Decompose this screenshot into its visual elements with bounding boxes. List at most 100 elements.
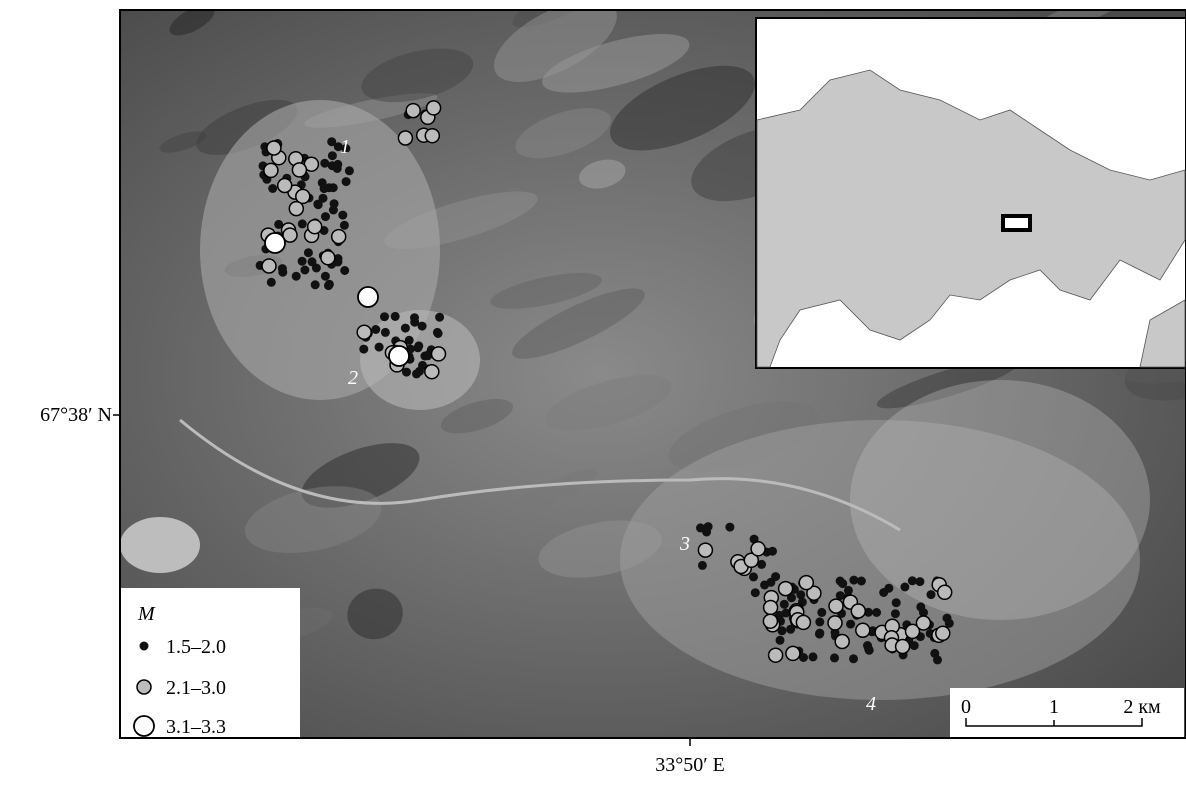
- event-marker: [856, 623, 870, 637]
- event-marker: [434, 329, 443, 338]
- event-marker: [864, 644, 873, 653]
- event-marker: [799, 576, 813, 590]
- event-marker: [418, 322, 427, 331]
- event-marker: [398, 131, 412, 145]
- inset-map: [756, 18, 1186, 368]
- event-marker: [406, 104, 420, 118]
- event-marker: [298, 257, 307, 266]
- event-marker: [435, 313, 444, 322]
- scale-label: 1: [1049, 696, 1059, 718]
- event-marker: [771, 572, 780, 581]
- legend-title: M: [137, 603, 156, 625]
- event-marker: [371, 325, 380, 334]
- event-marker: [267, 141, 281, 155]
- event-marker: [815, 617, 824, 626]
- event-marker: [340, 266, 349, 275]
- event-marker: [321, 251, 335, 265]
- event-marker: [327, 137, 336, 146]
- event-marker: [817, 608, 826, 617]
- event-marker: [320, 184, 329, 193]
- event-marker: [796, 615, 810, 629]
- event-marker: [338, 211, 347, 220]
- event-marker: [851, 604, 865, 618]
- longitude-label: 33°50′ E: [655, 754, 725, 776]
- event-marker: [830, 653, 839, 662]
- event-marker: [432, 347, 446, 361]
- event-marker: [278, 179, 292, 193]
- latitude-label: 67°38′ N: [40, 404, 112, 426]
- event-marker: [329, 206, 338, 215]
- event-marker: [769, 648, 783, 662]
- event-marker: [425, 129, 439, 143]
- event-marker: [381, 328, 390, 337]
- event-marker: [815, 629, 824, 638]
- legend-item: 3.1–3.3: [166, 716, 226, 738]
- event-marker: [696, 523, 705, 532]
- event-marker: [849, 576, 858, 585]
- event-marker: [900, 583, 909, 592]
- event-marker: [780, 600, 789, 609]
- event-marker: [749, 572, 758, 581]
- event-marker: [910, 641, 919, 650]
- event-marker: [927, 590, 936, 599]
- event-marker: [936, 626, 950, 640]
- event-marker: [896, 640, 910, 654]
- event-marker: [427, 101, 441, 115]
- event-marker: [268, 184, 277, 193]
- event-marker: [410, 313, 419, 322]
- event-marker: [725, 523, 734, 532]
- event-marker: [300, 266, 309, 275]
- event-marker: [312, 264, 321, 273]
- event-marker: [768, 547, 777, 556]
- event-marker: [938, 585, 952, 599]
- event-marker: [329, 183, 338, 192]
- event-marker: [401, 324, 410, 333]
- event-marker: [304, 248, 313, 257]
- event-marker: [298, 219, 307, 228]
- event-marker: [358, 287, 378, 307]
- event-marker: [779, 582, 793, 596]
- event-marker: [289, 202, 303, 216]
- event-marker: [313, 200, 322, 209]
- event-marker: [357, 325, 371, 339]
- event-marker: [345, 166, 354, 175]
- scale-label: 2 км: [1123, 696, 1161, 718]
- site-label: 4: [866, 693, 876, 715]
- event-marker: [324, 281, 333, 290]
- event-marker: [829, 599, 843, 613]
- event-marker: [884, 584, 893, 593]
- event-marker: [835, 635, 849, 649]
- event-marker: [375, 343, 384, 352]
- event-marker: [389, 346, 409, 366]
- legend-item: 2.1–3.0: [166, 677, 226, 699]
- event-marker: [751, 588, 760, 597]
- site-label: 2: [348, 367, 358, 389]
- event-marker: [311, 280, 320, 289]
- scale-label: 0: [961, 696, 971, 718]
- event-marker: [321, 212, 330, 221]
- event-marker: [698, 561, 707, 570]
- event-marker: [698, 543, 712, 557]
- event-marker: [414, 341, 423, 350]
- event-marker: [776, 636, 785, 645]
- event-marker: [321, 272, 330, 281]
- scale-bar: 0 1 2 км: [950, 688, 1184, 737]
- event-marker: [872, 608, 881, 617]
- event-marker: [332, 230, 346, 244]
- event-marker: [380, 312, 389, 321]
- site-label: 1: [340, 136, 350, 158]
- event-marker: [267, 278, 276, 287]
- event-marker: [828, 616, 842, 630]
- event-marker: [751, 542, 765, 556]
- event-marker: [264, 163, 278, 177]
- event-marker: [328, 151, 337, 160]
- event-marker: [764, 601, 778, 615]
- event-marker: [915, 577, 924, 586]
- legend: M 1.5–2.0 2.1–3.0 3.1–3.3: [121, 588, 300, 738]
- event-marker: [846, 620, 855, 629]
- event-marker: [891, 609, 900, 618]
- event-marker: [786, 646, 800, 660]
- event-marker: [838, 579, 847, 588]
- event-marker: [333, 160, 342, 169]
- event-marker: [930, 649, 939, 658]
